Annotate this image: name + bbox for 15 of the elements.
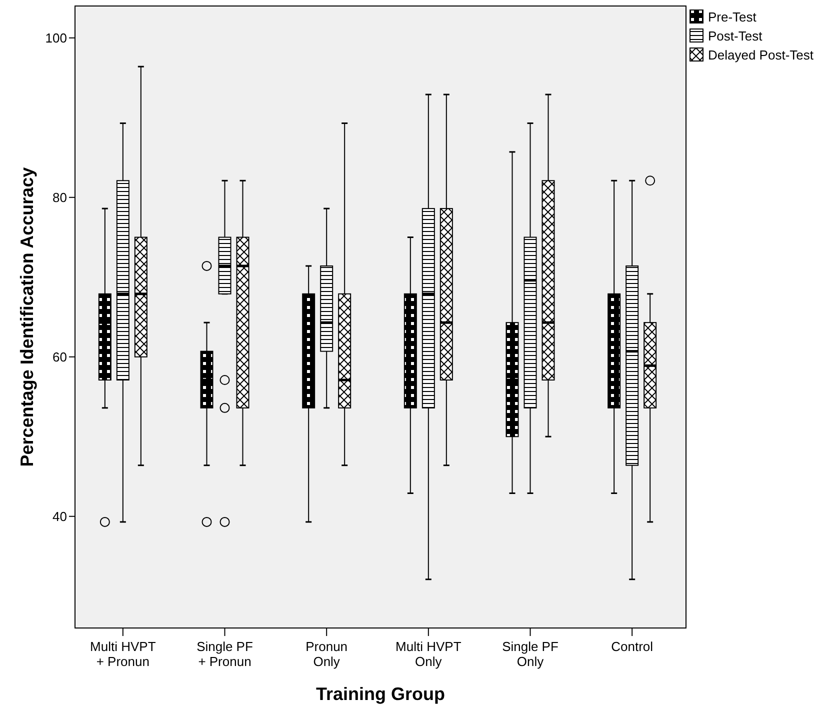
x-axis-title: Training Group — [316, 684, 445, 704]
x-tick-label: Single PF Only — [502, 639, 558, 669]
x-tick-label: Control — [611, 639, 654, 654]
y-tick-label: 40 — [52, 508, 67, 524]
x-tick-label: Single PF + Pronun — [196, 639, 253, 669]
legend-label: Delayed Post-Test — [708, 48, 814, 63]
y-tick-label: 100 — [45, 30, 67, 46]
y-tick-label: 80 — [52, 190, 67, 205]
y-axis-title: Percentage Identification Accuracy — [17, 167, 37, 467]
x-tick-label: Multi HVPT Only — [396, 639, 462, 669]
y-tick-label: 60 — [52, 349, 67, 364]
legend-label: Pre-Test — [708, 10, 757, 25]
legend-label: Post-Test — [708, 28, 763, 44]
x-tick-label: Pronun Only — [306, 639, 348, 669]
x-tick-label: Multi HVPT + Pronun — [90, 639, 156, 669]
